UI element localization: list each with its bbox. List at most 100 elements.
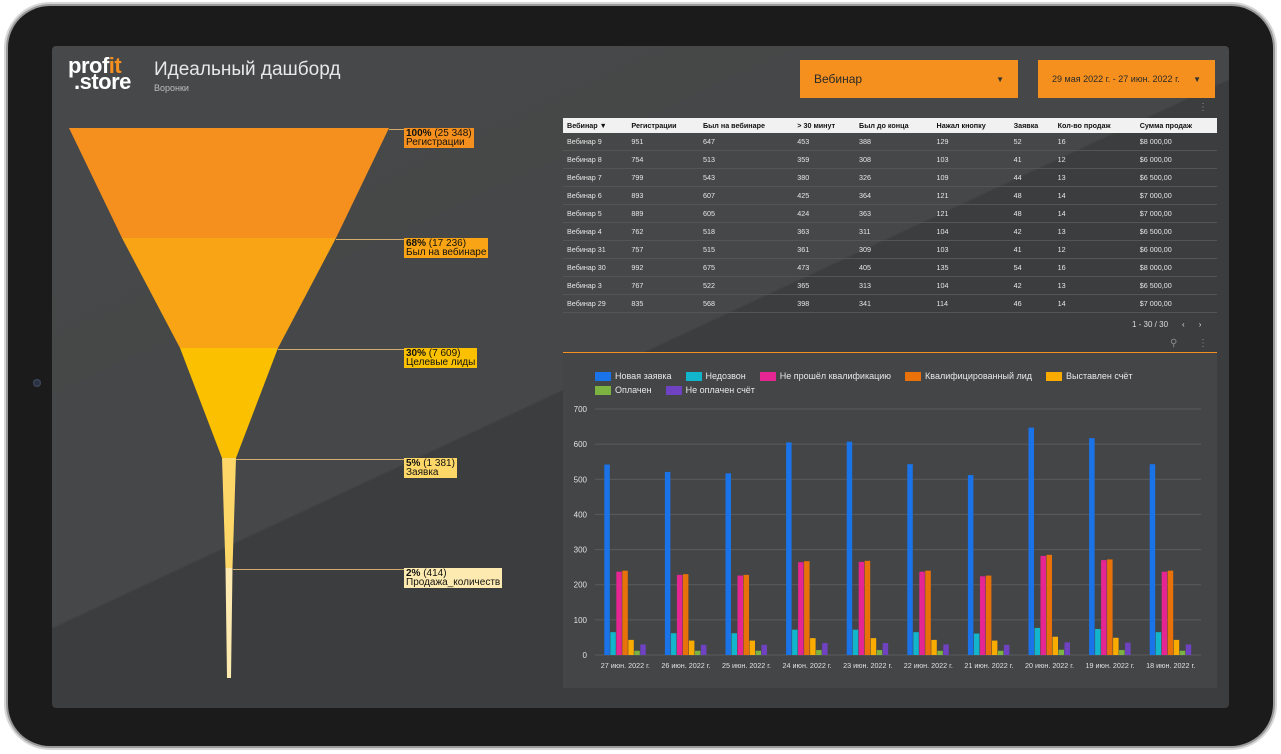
bar[interactable] [1095,628,1101,655]
bar[interactable] [761,644,768,655]
table-header-cell[interactable]: Был до конца [855,118,933,133]
bar[interactable] [1125,642,1131,655]
bar[interactable] [943,644,949,655]
bar[interactable] [634,650,640,655]
table-row[interactable]: Вебинар 7 799 543 380 326 109 44 13 $6 500,00 [563,168,1217,187]
table-header-cell[interactable]: Был на вебинаре [698,118,794,133]
chart-menu-icon[interactable]: ⋮ [1198,338,1208,349]
bar[interactable] [792,629,798,655]
bar[interactable] [1167,570,1174,655]
bar[interactable] [919,571,925,655]
bar[interactable] [1046,554,1053,655]
bar[interactable] [931,639,937,655]
bar[interactable] [604,464,610,655]
bar[interactable] [967,475,974,655]
legend-item[interactable]: Оплачен [595,385,652,395]
table-row[interactable]: Вебинар 6 893 607 425 364 121 48 14 $7 000,00 [563,186,1217,205]
bar[interactable] [664,471,671,655]
bar[interactable] [1101,560,1107,655]
bar[interactable] [907,464,913,655]
bar[interactable] [937,650,943,655]
legend-item[interactable]: Недозвон [685,371,746,381]
bar[interactable] [991,640,998,655]
table-menu-icon[interactable]: ⋮ [1198,102,1208,113]
bar[interactable] [846,441,853,655]
table-row[interactable]: Вебинар 30 992 675 473 405 135 54 16 $8 000,00 [563,258,1217,277]
webinar-dropdown[interactable]: Вебинар ▼ [800,60,1018,98]
bar[interactable] [816,650,822,655]
bar[interactable] [1173,639,1180,655]
bar[interactable] [1052,636,1059,655]
bar[interactable] [786,442,792,655]
bar[interactable] [755,650,762,655]
legend-item[interactable]: Выставлен счёт [1046,371,1133,381]
bar[interactable] [749,640,756,655]
bar[interactable] [616,571,622,655]
bar[interactable] [1185,644,1192,655]
chart-filter-icon[interactable]: ⚲ [1170,338,1178,349]
bar[interactable] [628,639,634,655]
table-row[interactable]: Вебинар 4 762 518 363 311 104 42 13 $6 500,00 [563,222,1217,241]
legend-item[interactable]: Новая заявка [595,371,672,381]
bar[interactable] [1149,464,1156,655]
bar[interactable] [731,633,738,655]
bar[interactable] [925,570,931,655]
bar[interactable] [670,633,677,655]
bar[interactable] [997,650,1004,655]
bar[interactable] [985,575,992,655]
bar[interactable] [1028,427,1035,655]
table-row[interactable]: Вебинар 3 767 522 365 313 104 42 13 $6 500,00 [563,276,1217,295]
bar[interactable] [876,650,883,655]
table-header-cell[interactable]: Кол-во продаж [1053,118,1136,133]
bar[interactable] [1058,649,1065,655]
bar[interactable] [610,632,616,655]
table-row[interactable]: Вебинар 9 951 647 453 388 129 52 16 $8 000,00 [563,133,1217,151]
bar[interactable] [810,638,816,655]
next-page-icon[interactable]: › [1198,320,1202,329]
bar[interactable] [798,562,804,655]
bar[interactable] [1113,637,1119,655]
bar[interactable] [858,561,865,655]
bar[interactable] [882,643,889,655]
bar[interactable] [864,560,871,655]
legend-item[interactable]: Не оплачен счёт [665,385,755,395]
bar[interactable] [743,574,750,655]
bar[interactable] [682,574,689,655]
bar[interactable] [1107,559,1113,655]
bar[interactable] [1034,627,1041,655]
bar[interactable] [694,650,701,655]
legend-item[interactable]: Квалифицированный лид [905,371,1032,381]
bar[interactable] [1003,644,1010,655]
table-header-cell[interactable]: Нажал кнопку [932,118,1010,133]
bar[interactable] [822,643,828,655]
bar[interactable] [1179,650,1186,655]
table-row[interactable]: Вебинар 5 889 605 424 363 121 48 14 $7 000,00 [563,204,1217,223]
bar[interactable] [1089,438,1095,655]
bar[interactable] [725,473,732,655]
table-row[interactable]: Вебинар 29 835 568 398 341 114 46 14 $7 000,00 [563,294,1217,313]
bar[interactable] [622,570,628,655]
bar[interactable] [1064,642,1071,655]
bar[interactable] [1161,571,1168,655]
bar[interactable] [1040,555,1047,655]
bar[interactable] [688,640,695,655]
bar[interactable] [852,629,859,655]
bar[interactable] [1155,632,1162,655]
table-header-cell[interactable]: Регистрации [627,118,699,133]
table-header-cell[interactable]: > 30 минут [793,118,856,133]
bar[interactable] [913,632,919,655]
bar[interactable] [804,561,810,655]
table-row[interactable]: Вебинар 31 757 515 361 309 103 41 12 $6 000,00 [563,240,1217,259]
table-header-cell[interactable]: Заявка [1009,118,1054,133]
date-range-dropdown[interactable]: 29 мая 2022 г. - 27 июн. 2022 г. ▼ [1038,60,1215,98]
prev-page-icon[interactable]: ‹ [1182,320,1185,329]
table-header-cell[interactable]: Сумма продаж [1135,118,1217,133]
bar[interactable] [870,638,877,655]
bar[interactable] [973,633,980,655]
bar[interactable] [676,574,683,655]
bar[interactable] [700,644,707,655]
legend-item[interactable]: Не прошёл квалификацию [759,371,891,381]
bar[interactable] [1119,650,1125,655]
bar[interactable] [737,575,744,655]
bar[interactable] [640,644,646,655]
